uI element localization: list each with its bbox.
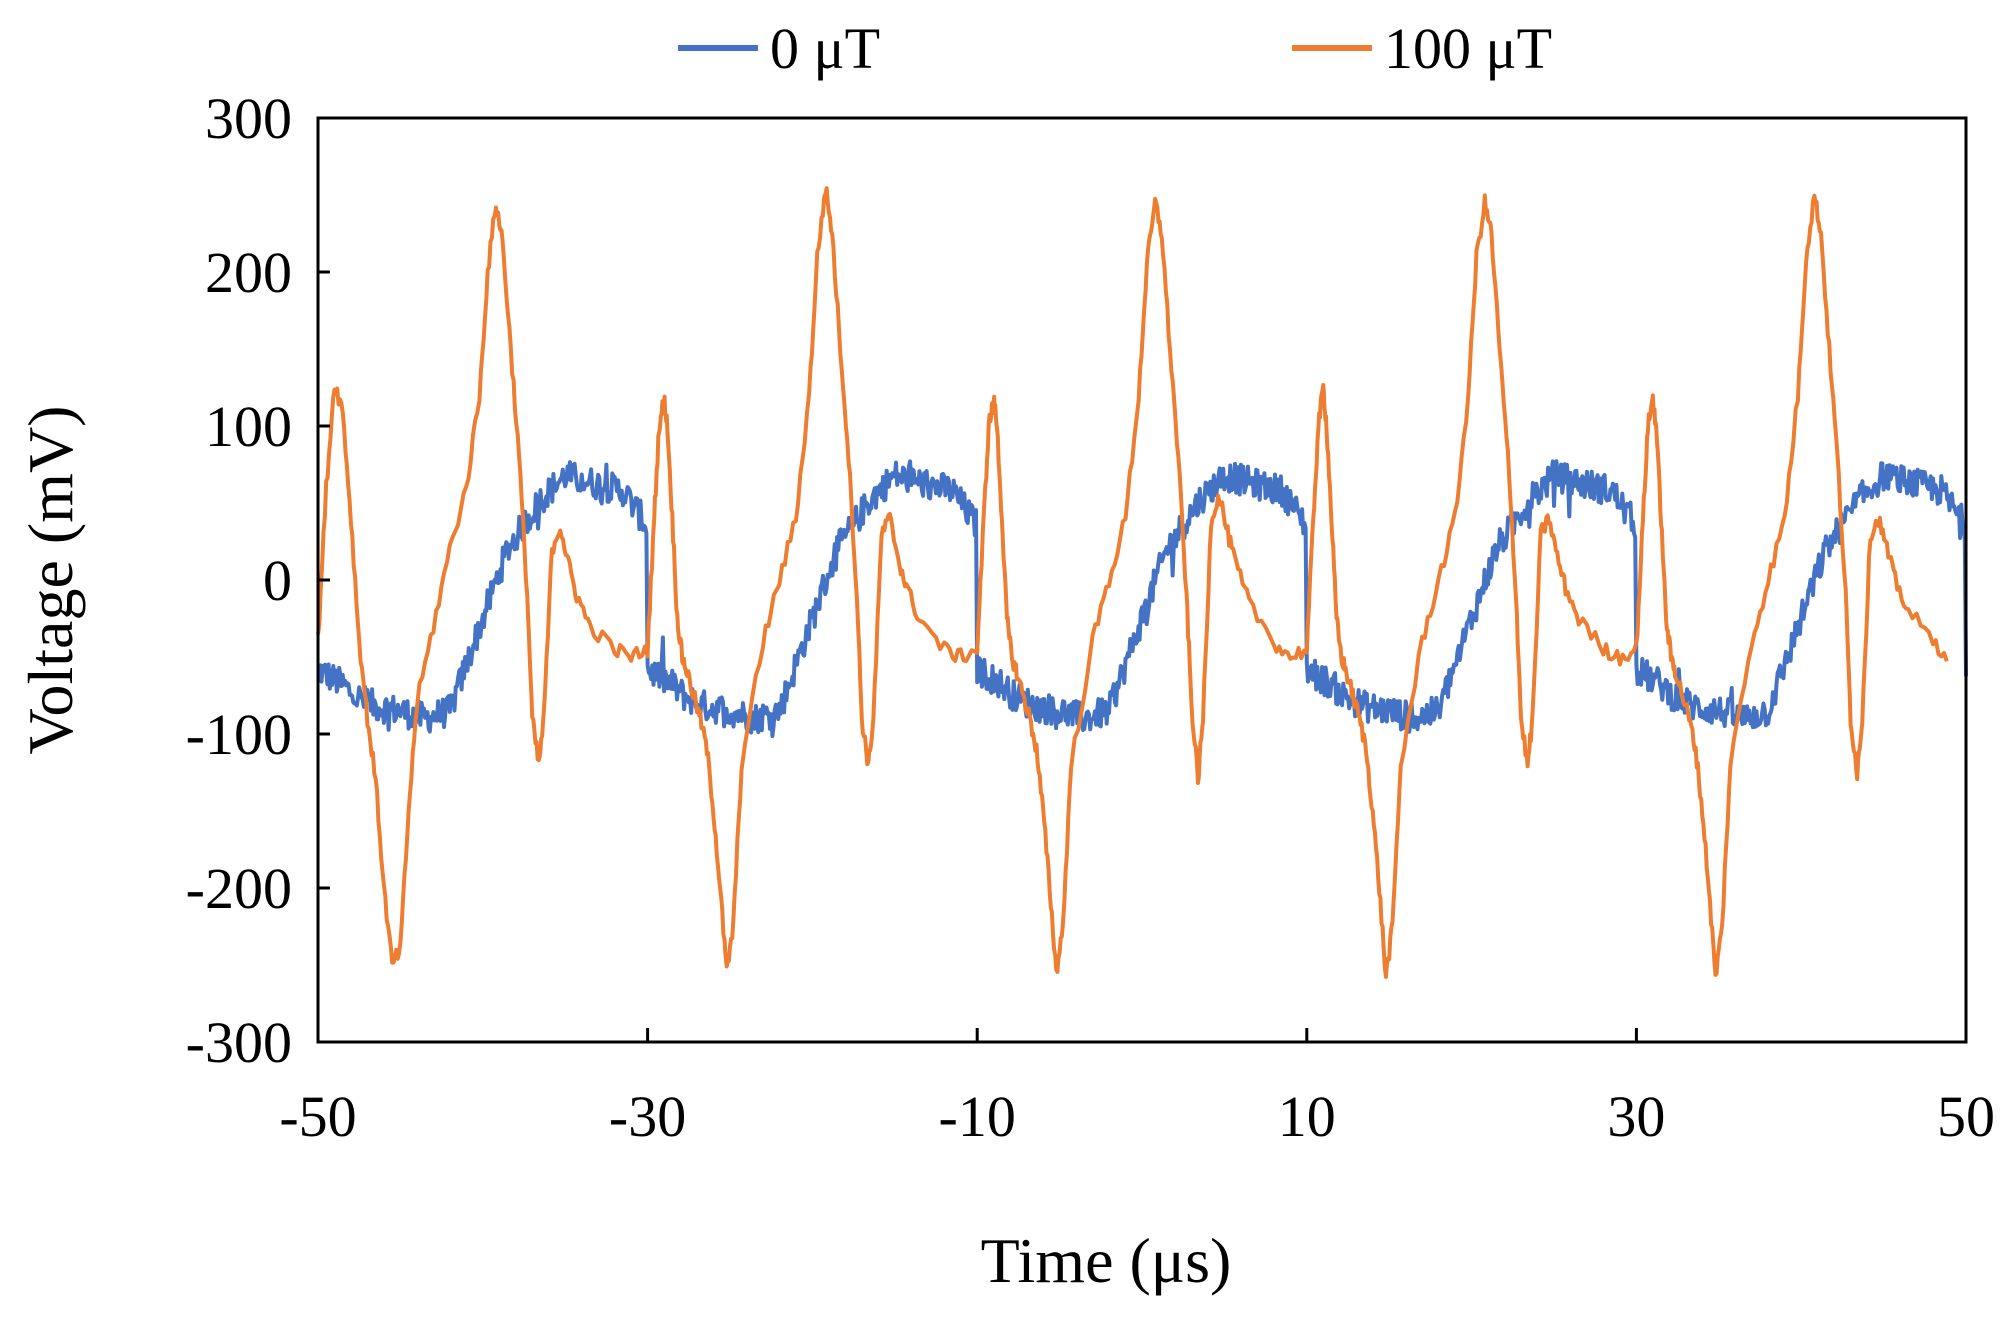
x-tick-label: -10 [939,1084,1016,1149]
series-layer [316,186,1968,979]
series-line-0uT [316,459,1968,738]
y-tick-label: 0 [263,548,292,613]
y-tick-label: 100 [205,394,292,459]
y-tick-label: 200 [205,240,292,305]
x-axis: -50 -30 -10 10 30 50 [279,1028,1995,1149]
y-tick-label: -300 [186,1010,292,1075]
legend: 0 μT 100 μT [678,16,1552,81]
y-tick-label: -200 [186,856,292,921]
legend-label-100uT: 100 μT [1384,16,1552,81]
y-axis: 300 200 100 0 -100 -200 -300 [186,86,330,1075]
x-tick-label: -50 [279,1084,356,1149]
x-axis-title: Time (μs) [981,1225,1232,1296]
plot-frame [316,116,1968,1044]
y-tick-label: -100 [186,702,292,767]
x-tick-label: -30 [609,1084,686,1149]
y-tick-label: 300 [205,86,292,151]
x-tick-label: 50 [1937,1084,1995,1149]
legend-label-0uT: 0 μT [770,16,880,81]
x-tick-label: 10 [1278,1084,1336,1149]
y-axis-title: Voltage (mV) [15,406,86,755]
series-line-100uT [316,186,1949,979]
x-tick-label: 30 [1607,1084,1665,1149]
